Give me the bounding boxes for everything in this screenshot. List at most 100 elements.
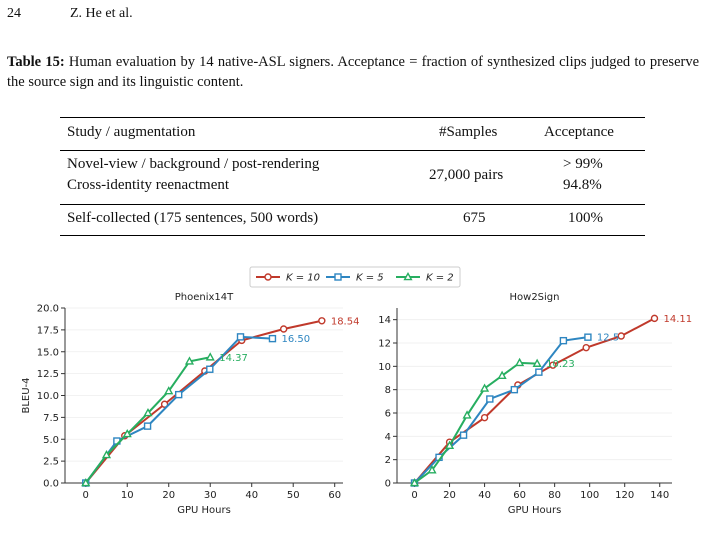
running-head: Z. He et al. [70,6,133,21]
data-label: 10.23 [546,359,575,370]
marker [427,465,437,474]
marker [206,365,214,373]
bottom-rule [60,235,645,237]
marker [174,390,183,399]
marker [480,413,489,422]
y-tick-label: 2 [385,455,391,466]
y-tick-label: 7.5 [43,413,59,424]
x-tick-label: 100 [580,490,599,501]
x-tick-label: 10 [121,490,134,501]
x-tick-label: 120 [615,490,634,501]
marker [236,333,245,341]
y-tick-label: 8 [385,385,391,396]
y-tick-label: 17.5 [37,325,59,336]
y-tick-label: 4 [385,432,391,443]
table-cell: 27,000 pairs [429,167,504,183]
column-header: Study / augmentation [67,124,196,140]
table-cell: Self-collected (175 sentences, 500 words… [67,210,319,226]
marker [444,440,455,449]
legend-label: K = 5 [356,273,384,284]
marker [334,273,342,281]
y-tick-label: 14 [378,315,391,326]
chart-title: Phoenix14T [175,292,234,303]
x-tick-label: 40 [245,490,258,501]
marker [205,352,215,361]
x-tick-label: 60 [328,490,341,501]
y-tick-label: 10 [378,362,391,373]
x-tick-label: 0 [411,490,417,501]
y-axis-label: BLEU-4 [21,377,32,413]
x-tick-label: 140 [650,490,669,501]
table-cell: Cross-identity reenactment [67,177,230,193]
mid-rule [60,204,645,205]
chart-title: How2Sign [510,292,560,303]
marker [510,385,519,394]
marker [409,477,420,487]
marker [143,422,152,430]
x-tick-label: 80 [548,490,561,501]
y-tick-label: 0 [385,479,391,490]
table-caption: Table 15: Human evaluation by 14 native-… [7,52,699,92]
x-tick-label: 0 [83,490,89,501]
marker [459,431,468,439]
marker [462,410,472,419]
marker [549,361,557,369]
marker [164,386,174,395]
marker [81,477,91,487]
y-tick-label: 0.0 [43,479,59,490]
data-label: 14.11 [663,314,692,325]
marker [515,357,525,367]
y-tick-label: 15.0 [37,347,59,358]
x-axis-label: GPU Hours [177,505,231,516]
x-tick-label: 60 [513,490,526,501]
caption-label: Table 15: [7,54,65,70]
x-axis-label: GPU Hours [508,505,562,516]
marker [122,428,132,438]
mid-rule [60,150,645,151]
legend-box [249,266,461,288]
y-tick-label: 2.5 [43,457,59,468]
top-rule [60,117,645,119]
marker [535,368,543,376]
marker [101,449,112,459]
x-tick-label: 20 [443,490,456,501]
marker [403,271,413,281]
x-tick-label: 40 [478,490,491,501]
column-header: #Samples [439,124,498,140]
table-cell: > 99% [563,156,603,172]
series-line [84,356,211,484]
data-label: 18.54 [331,316,360,327]
legend-label: K = 10 [286,273,320,284]
marker [268,334,277,343]
caption-text: Human evaluation by 14 native-ASL signer… [7,54,700,90]
table-cell: 675 [463,210,486,226]
x-tick-label: 30 [204,490,217,501]
x-tick-label: 20 [162,490,175,501]
y-tick-label: 10.0 [37,391,59,402]
marker [143,407,153,417]
marker [318,317,326,325]
marker [582,343,590,352]
table-cell: 94.8% [563,177,602,193]
table-cell: Novel-view / background / post-rendering [67,156,320,172]
marker [617,332,625,340]
y-tick-label: 6 [385,409,391,420]
figure: 0.02.55.07.510.012.515.017.520.00 10 20 30 4… [21,266,692,516]
marker [532,358,542,367]
y-tick-label: 5.0 [43,435,59,446]
marker [497,370,507,379]
legend-label: K = 2 [426,273,454,284]
marker [486,395,494,403]
data-label: 12.5 [597,333,619,344]
data-label: 16.50 [281,334,310,345]
marker [559,336,568,345]
marker [584,333,592,341]
column-header: Acceptance [544,124,614,140]
page-number: 24 [7,6,21,21]
y-tick-label: 12.5 [37,369,59,380]
marker [279,325,288,333]
marker [264,273,272,281]
marker [479,383,490,392]
marker [160,400,169,408]
